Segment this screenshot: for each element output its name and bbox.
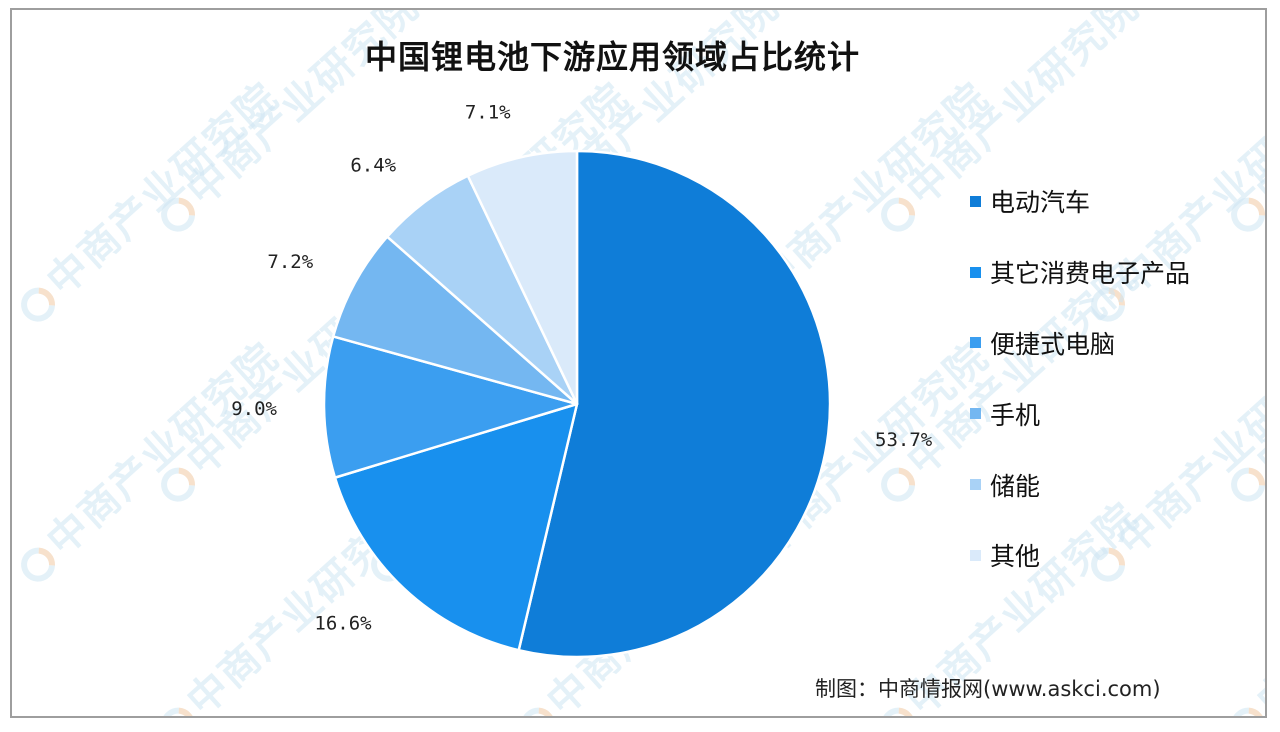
chart-title: 中国锂电池下游应用领域占比统计: [365, 38, 861, 76]
legend-item: 电动汽车: [970, 166, 1190, 237]
legend-swatch: [970, 337, 981, 349]
legend-label: 手机: [990, 400, 1041, 430]
source-note: 制图：中商情报网(www.askci.com): [815, 677, 1161, 701]
legend-swatch: [970, 408, 981, 420]
legend-swatch: [970, 479, 981, 491]
legend-item: 手机: [970, 378, 1190, 449]
legend-label: 电动汽车: [990, 188, 1091, 218]
legend-item: 便捷式电脑: [970, 308, 1190, 379]
slice-label-1: 53.7%: [875, 429, 933, 451]
legend-label: 储能: [990, 471, 1041, 501]
legend-label: 其它消费电子产品: [990, 259, 1191, 289]
pie-slice-3: [322, 335, 579, 479]
legend: 电动汽车其它消费电子产品 便捷式电脑手机储能其他: [970, 166, 1190, 591]
pie-slice-6: [466, 149, 579, 406]
legend-swatch: [970, 195, 981, 207]
pie-slice-1: [517, 149, 832, 659]
slice-label-6: 7.1%: [465, 101, 511, 123]
legend-label: 便捷式电脑: [990, 329, 1116, 359]
legend-swatch: [970, 549, 981, 561]
legend-item: 其它消费电子产品: [970, 237, 1190, 308]
slice-label-2: 16.6%: [314, 613, 372, 635]
pie-slice-4: [331, 235, 579, 406]
slice-label-4: 7.2%: [267, 251, 313, 273]
slice-label-3: 9.0%: [231, 398, 277, 420]
legend-item: 储能: [970, 449, 1190, 520]
legend-swatch: [970, 266, 981, 278]
legend-item: 其他: [970, 520, 1190, 591]
legend-label: 其他: [990, 542, 1041, 572]
pie-slice-2: [333, 402, 579, 652]
slice-label-5: 6.4%: [350, 155, 396, 177]
